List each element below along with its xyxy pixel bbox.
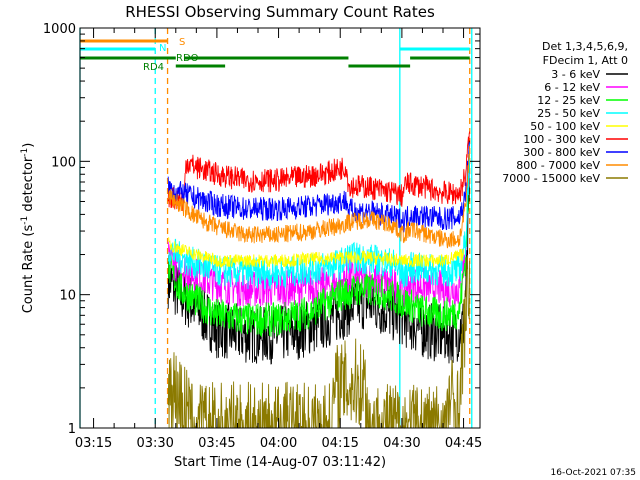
legend: Det 1,3,4,5,6,9, FDecim 1, Att 0 3 - 6 k… — [502, 40, 628, 185]
legend-label: 800 - 7000 keV — [516, 159, 600, 172]
series-line — [167, 154, 471, 337]
legend-header: Det 1,3,4,5,6,9, — [542, 40, 628, 53]
y-axis-label: Count Rate (s-1 detector-1) — [20, 143, 36, 314]
legend-label: 3 - 6 keV — [551, 68, 600, 81]
legend-label: 6 - 12 keV — [544, 81, 600, 94]
x-tick-label: 04:30 — [383, 436, 420, 451]
legend-header: FDecim 1, Att 0 — [543, 54, 628, 67]
y-axis-label-part: detector — [21, 156, 36, 216]
flag-label-rd4: RD4 — [143, 62, 164, 73]
series-line — [167, 145, 471, 249]
legend-label: 300 - 800 keV — [523, 146, 600, 159]
x-axis: 03:15 03:30 03:45 04:00 04:15 04:30 04:45 — [75, 28, 482, 451]
y-tick-label: 10 — [59, 289, 76, 304]
x-tick-label: 04:15 — [321, 436, 358, 451]
series-line — [167, 141, 470, 233]
legend-label: 25 - 50 keV — [537, 107, 600, 120]
series-line — [167, 236, 464, 269]
chart-title: RHESSI Observing Summary Count Rates — [125, 3, 435, 21]
flag-label-s: S — [179, 37, 185, 48]
flag-label-n: N — [159, 43, 166, 54]
x-tick-label: 04:00 — [260, 436, 297, 451]
y-axis: 1 10 100 1000 — [43, 22, 480, 437]
legend-label: 7000 - 15000 keV — [502, 172, 600, 185]
y-tick-label: 1 — [68, 422, 76, 437]
plot-frame — [79, 27, 481, 429]
plot-area: S N RDO RD4 — [79, 28, 473, 429]
y-axis-label-part: ) — [21, 143, 36, 148]
y-axis-label-sup: -1 — [20, 216, 30, 225]
footer-date: 16-Oct-2021 07:35 — [551, 468, 636, 478]
x-tick-label: 03:15 — [75, 436, 112, 451]
series-line — [167, 142, 471, 290]
y-axis-label-sup: -1 — [20, 148, 30, 157]
legend-label: 50 - 100 keV — [530, 120, 600, 133]
y-tick-label: 1000 — [43, 22, 76, 37]
legend-label: 100 - 300 keV — [523, 133, 600, 146]
series-line — [167, 131, 471, 212]
x-axis-label: Start Time (14-Aug-07 03:11:42) — [174, 455, 386, 470]
x-tick-label: 03:45 — [198, 436, 235, 451]
x-tick-label: 03:30 — [136, 436, 173, 451]
flag-label-rdo: RDO — [176, 53, 199, 64]
legend-label: 12 - 25 keV — [537, 94, 600, 107]
y-axis-label-part: Count Rate (s — [21, 225, 36, 314]
x-tick-label: 04:45 — [445, 436, 482, 451]
y-tick-label: 100 — [51, 155, 76, 170]
